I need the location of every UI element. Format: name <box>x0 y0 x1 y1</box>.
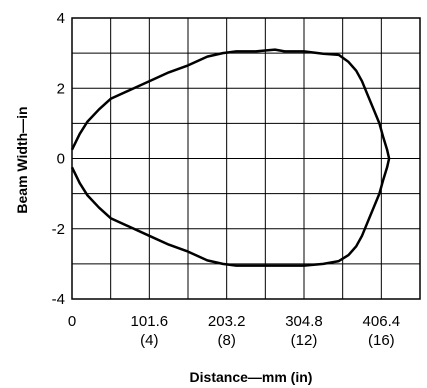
x-tick-label: 203.2 <box>208 313 246 330</box>
x-tick-label: 304.8 <box>285 313 323 330</box>
y-tick-label: 0 <box>57 151 65 168</box>
x-tick-labels: 0 101.6 (4) 203.2 (8) 304.8 (12) 406.4 (16) <box>68 313 400 349</box>
x-tick-sublabel: (4) <box>140 332 158 349</box>
x-tick-label: 406.4 <box>363 313 401 330</box>
x-tick-label: 0 <box>68 313 76 330</box>
plot-frame <box>71 17 421 300</box>
x-axis-label: Distance—mm (in) <box>190 369 313 385</box>
y-tick-label: -4 <box>52 291 65 308</box>
y-tick-labels: 4 2 0 -2 -4 <box>52 10 65 308</box>
x-tick-sublabel: (16) <box>368 332 395 349</box>
y-axis-label: Beam Width—in <box>14 106 30 213</box>
y-tick-label: 4 <box>57 10 65 27</box>
grid <box>72 18 420 299</box>
x-tick-sublabel: (8) <box>217 332 235 349</box>
beam-width-curve <box>70 48 391 267</box>
x-tick-sublabel: (12) <box>291 332 318 349</box>
x-tick-label: 101.6 <box>131 313 169 330</box>
y-tick-label: 2 <box>57 80 65 97</box>
y-tick-label: -2 <box>52 221 65 238</box>
